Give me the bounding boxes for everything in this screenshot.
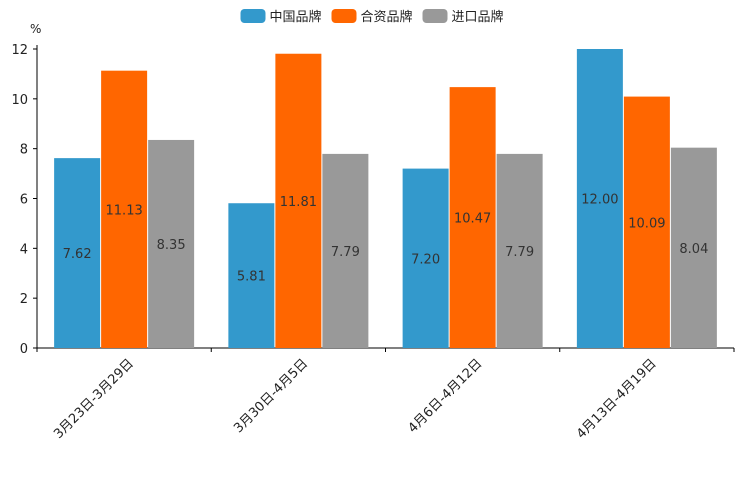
y-tick-label: 0 xyxy=(20,342,28,357)
data-label: 11.81 xyxy=(280,195,317,210)
data-label: 7.79 xyxy=(331,245,360,260)
data-label: 11.13 xyxy=(106,203,143,218)
bar-2-2 xyxy=(275,53,322,349)
legend-swatch xyxy=(331,9,357,23)
y-tick-label: 2 xyxy=(20,292,28,307)
data-label: 8.35 xyxy=(157,238,186,253)
legend-item-3[interactable]: 进口品牌 xyxy=(422,9,504,25)
y-tick-label: 8 xyxy=(20,143,28,158)
x-category-label: 3月23日-3月29日 xyxy=(51,356,137,442)
data-label: 10.47 xyxy=(454,212,491,227)
y-tick-label: 4 xyxy=(20,242,28,257)
data-label: 7.62 xyxy=(63,247,92,262)
x-category-label: 4月6日-4月12日 xyxy=(406,356,486,436)
data-label: 5.81 xyxy=(237,270,266,285)
data-label: 7.79 xyxy=(505,245,534,260)
bar-3-1 xyxy=(148,139,195,348)
data-labels: 7.62 11.13 8.35 5.81 11.81 7.79 7.20 10.47 7.79 1… xyxy=(63,193,709,285)
legend-label: 进口品牌 xyxy=(452,9,504,25)
x-category-label: 4月13日-4月19日 xyxy=(574,356,660,442)
bar-2-4 xyxy=(623,96,670,348)
legend-swatch xyxy=(422,9,448,23)
y-axis-unit-label: % xyxy=(30,22,41,36)
bar-1-4 xyxy=(576,49,623,348)
y-tick-label: 12 xyxy=(11,43,28,58)
legend: 中国品牌 合资品牌 进口品牌 xyxy=(240,9,504,25)
data-label: 8.04 xyxy=(679,242,708,257)
legend-swatch xyxy=(240,9,266,23)
bar-1-1 xyxy=(54,158,101,348)
legend-label: 合资品牌 xyxy=(361,9,413,25)
bar-3-4 xyxy=(670,147,717,348)
bar-1-3 xyxy=(402,168,449,348)
data-label: 12.00 xyxy=(581,193,618,208)
legend-label: 中国品牌 xyxy=(270,9,322,25)
bar-1-2 xyxy=(228,203,275,348)
y-tick-label: 6 xyxy=(20,193,28,208)
x-category-label: 3月30日-4月5日 xyxy=(231,356,311,436)
bar-2-1 xyxy=(101,70,148,349)
data-label: 7.20 xyxy=(411,252,440,267)
y-tick-label: 10 xyxy=(11,93,28,108)
bar-3-2 xyxy=(322,153,369,348)
legend-item-1[interactable]: 中国品牌 xyxy=(240,9,322,25)
bar-2-3 xyxy=(449,87,496,348)
legend-item-2[interactable]: 合资品牌 xyxy=(331,9,413,25)
data-label: 10.09 xyxy=(628,216,665,231)
bars xyxy=(54,49,717,349)
bar-3-3 xyxy=(496,153,543,348)
